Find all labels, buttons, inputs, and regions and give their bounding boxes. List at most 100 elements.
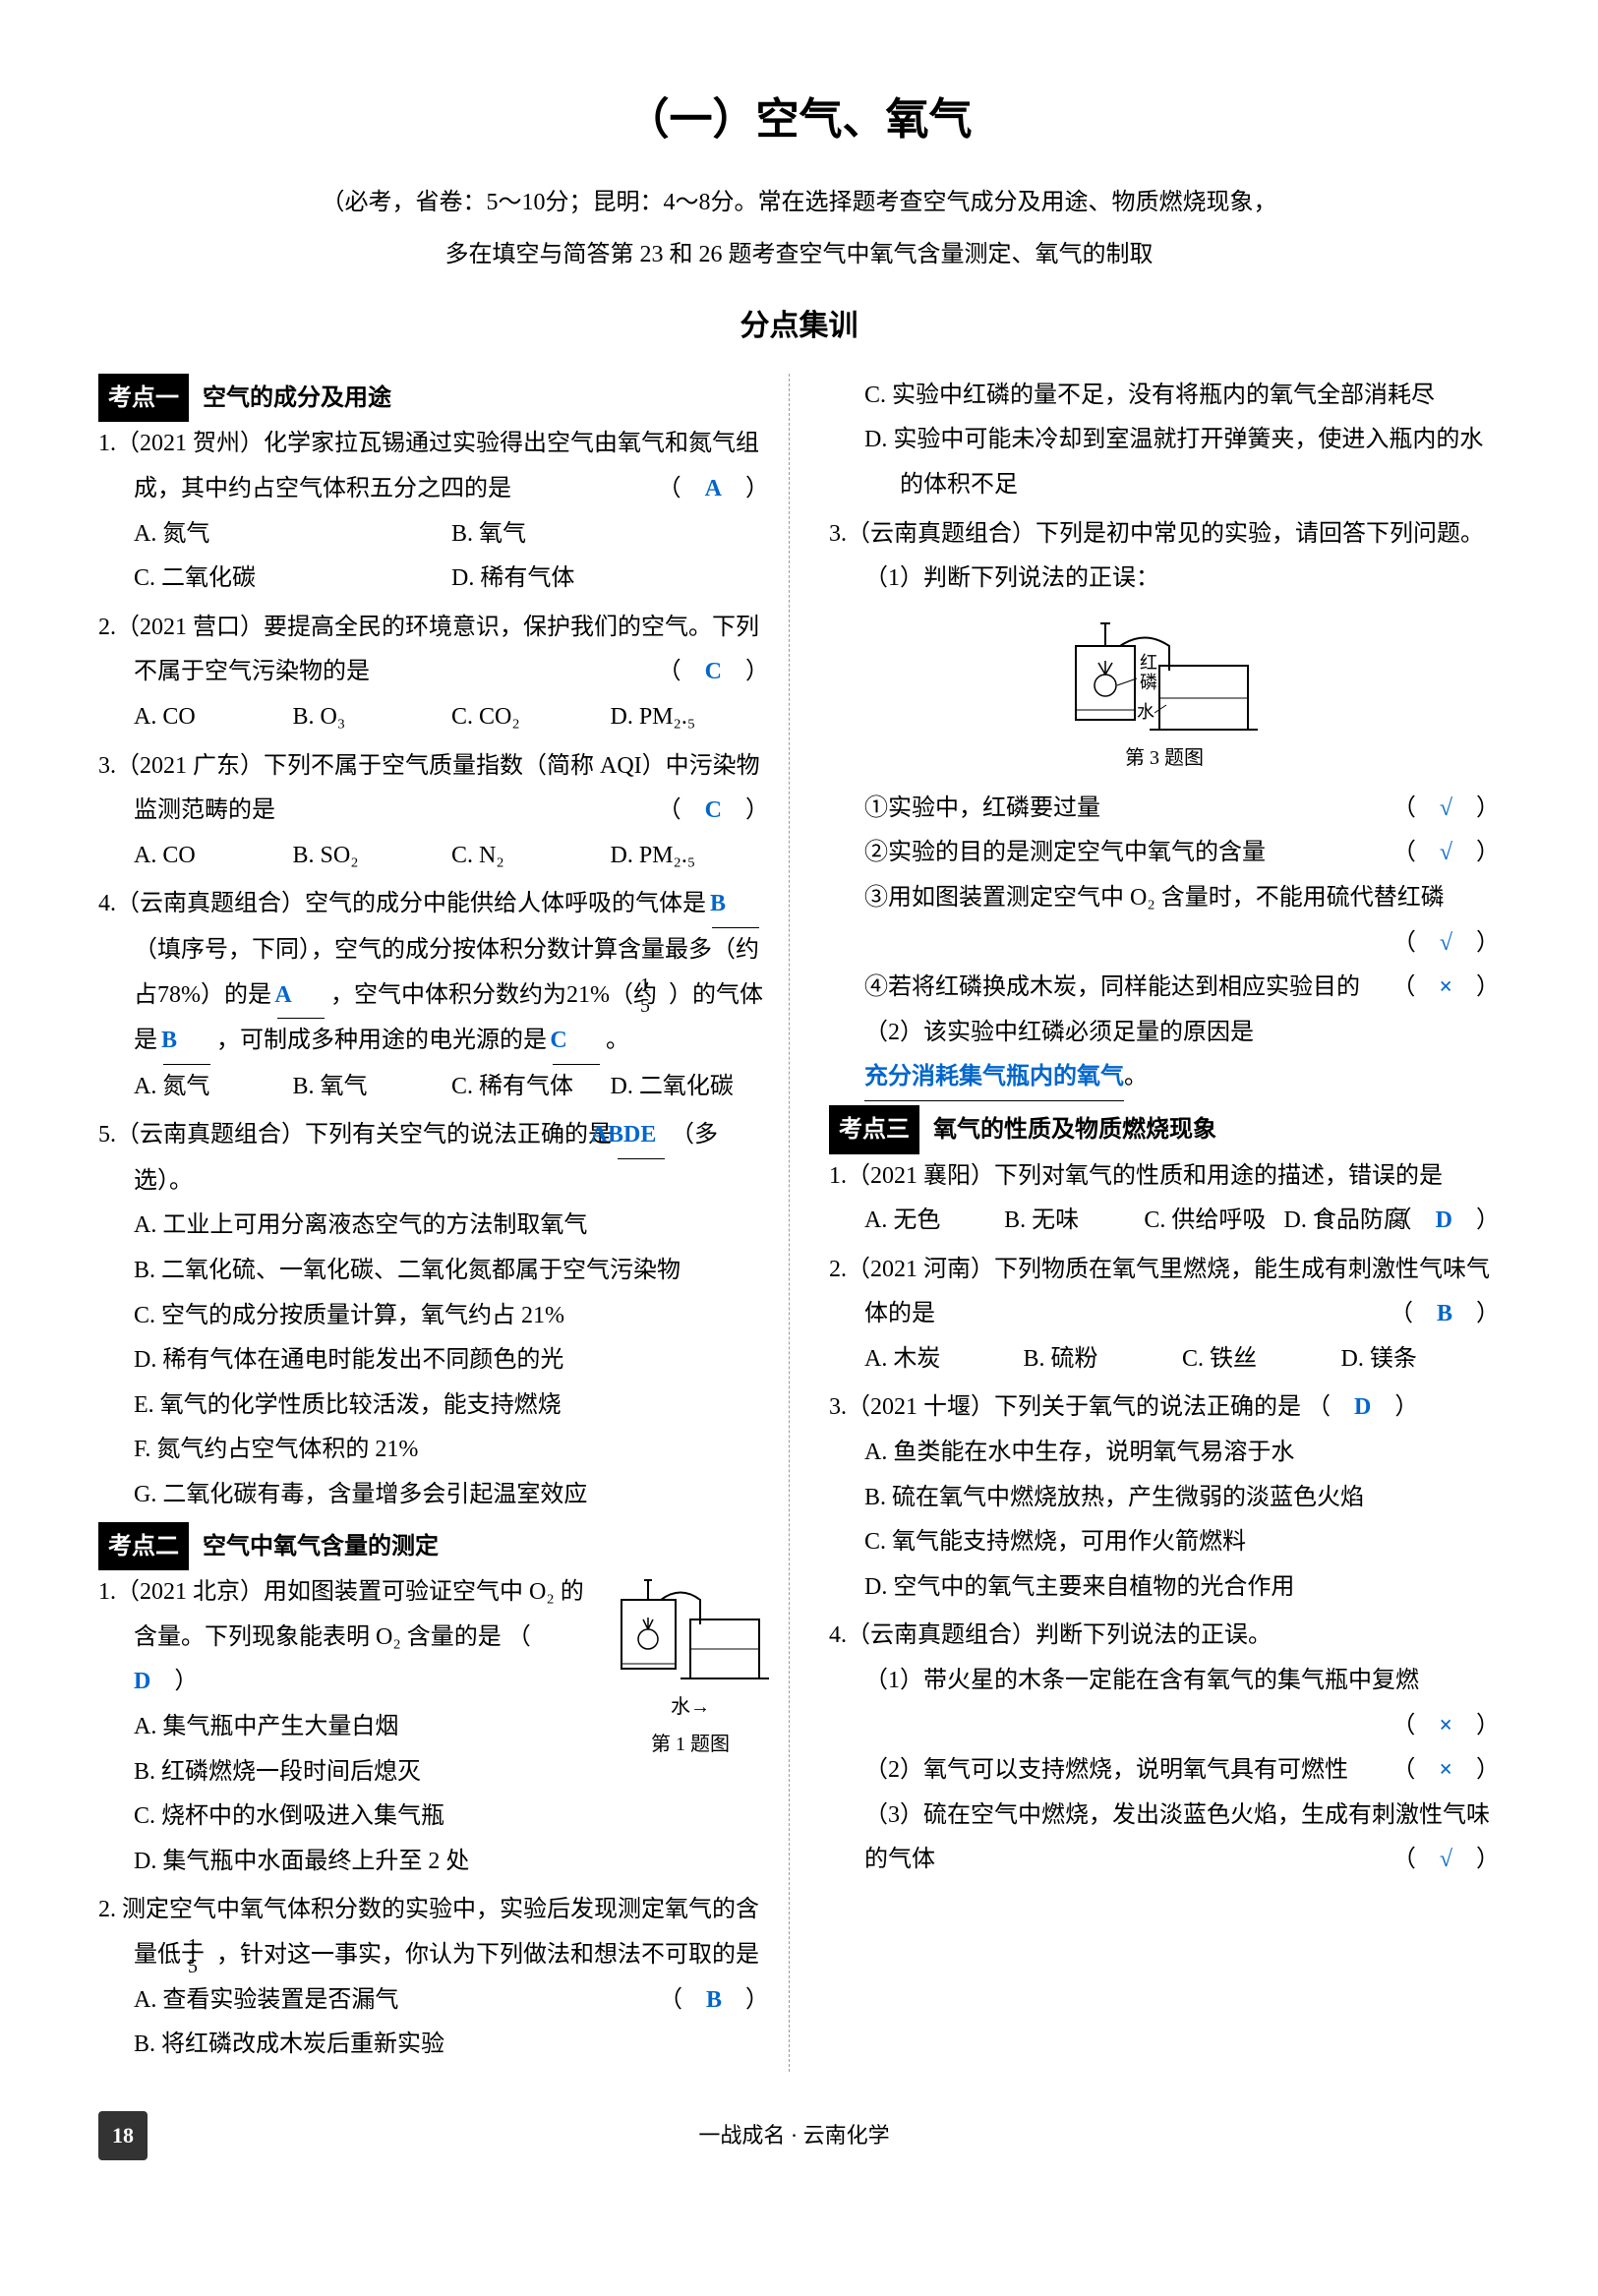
- q1-text: 1.（2021 贺州）化学家拉瓦锡通过实验得出空气由氧气和氮气组成，其中约占空气…: [98, 422, 769, 511]
- k2q2-optB: B. 将红磷改成木炭后重新实验: [134, 2023, 694, 2068]
- q2-optC: C. CO₂: [451, 695, 611, 740]
- q3-optB: B. SO₂: [293, 834, 452, 879]
- k3q2-answer: B: [1437, 1301, 1452, 1326]
- kaodian-3-label: 考点三: [829, 1105, 919, 1154]
- k3q2-text: 2.（2021 河南）下列物质在氧气里燃烧，能生成有刺激性气味气体的是 （ B …: [829, 1248, 1500, 1337]
- q1-optD: D. 稀有气体: [451, 557, 769, 602]
- k3q4-ans1: ×: [1439, 1713, 1452, 1738]
- k2q3-ans2: √: [1440, 840, 1452, 865]
- k2q2-cont-options: C. 实验中红磷的量不足，没有将瓶内的氧气全部消耗尽 D. 实验中可能未冷却到室…: [829, 374, 1500, 508]
- k3q2-options: A. 木炭 B. 硫粉 C. 铁丝 D. 镁条: [829, 1337, 1500, 1383]
- k3q1-optC: C. 供给呼吸: [1144, 1199, 1283, 1244]
- k2q2-optC: C. 实验中红磷的量不足，没有将瓶内的氧气全部消耗尽: [864, 374, 1500, 419]
- k3q3: 3.（2021 十堰）下列关于氧气的说法正确的是 （ D ） A. 鱼类能在水中…: [829, 1385, 1500, 1610]
- k2q3-item1-text: ①实验中，红磷要过量: [864, 795, 1100, 821]
- right-column: C. 实验中红磷的量不足，没有将瓶内的氧气全部消耗尽 D. 实验中可能未冷却到室…: [829, 374, 1500, 2072]
- k2q2: 2. 测定空气中氧气体积分数的实验中，实验后发现测定氧气的含量低于 1 5 ，针…: [98, 1888, 769, 2067]
- q4-optD: D. 二氧化碳: [611, 1065, 770, 1110]
- k3q4-item2-text: （2）氧气可以支持燃烧，说明氧气具有可燃性: [864, 1757, 1348, 1783]
- q5-options: A. 工业上可用分离液态空气的方法制取氧气 B. 二氧化硫、一氧化碳、二氧化氮都…: [98, 1204, 769, 1517]
- k3q3-optB: B. 硫在氧气中燃烧放热，产生微弱的淡蓝色火焰: [864, 1476, 1500, 1521]
- k3q4-item3: （3）硫在空气中燃烧，发出淡蓝色火焰，生成有刺激性气味的气体 （ √ ）: [829, 1794, 1500, 1883]
- q1-optC: C. 二氧化碳: [134, 557, 451, 602]
- k2q3-item1: ①实验中，红磷要过量 （ √ ）: [829, 787, 1500, 832]
- k3q2-optB: B. 硫粉: [1024, 1337, 1183, 1383]
- q1-options: A. 氮气 B. 氧气 C. 二氧化碳 D. 稀有气体: [98, 512, 769, 602]
- k2q3-item4-paren: （ × ）: [1391, 966, 1500, 1011]
- q1-optA: A. 氮气: [134, 512, 451, 558]
- k3q3-paren: （ D ）: [1307, 1394, 1418, 1420]
- q4-optA: A. 氮气: [134, 1065, 293, 1110]
- q4-blank1: B: [712, 882, 759, 928]
- k2q3-text: 3.（云南真题组合）下列是初中常见的实验，请回答下列问题。: [829, 512, 1500, 558]
- k2q3-item2-text: ②实验的目的是测定空气中氧气的含量: [864, 840, 1266, 865]
- q3-paren: （ C ）: [693, 789, 769, 834]
- k2q3-item3-paren: （ √ ）: [1392, 921, 1500, 967]
- kaodian-2-title: 空气中氧气含量的测定: [203, 1533, 439, 1560]
- page-number: 18: [98, 2111, 148, 2160]
- fig-water-label: 水: [1137, 702, 1154, 722]
- svg-text:磷: 磷: [1140, 673, 1157, 692]
- q1-optB: B. 氧气: [451, 512, 769, 558]
- q2-optD: D. PM₂.₅: [611, 695, 770, 740]
- fig-red-label: 红: [1140, 653, 1157, 673]
- q4-optC: C. 稀有气体: [451, 1065, 611, 1110]
- k2q2-text: 2. 测定空气中氧气体积分数的实验中，实验后发现测定氧气的含量低于 1 5 ，针…: [98, 1888, 769, 1977]
- q5-answer: ABDE: [618, 1113, 665, 1159]
- k3q1: 1.（2021 襄阳）下列对氧气的性质和用途的描述，错误的是 （ D ） A. …: [829, 1154, 1500, 1244]
- q2-text: 2.（2021 营口）要提高全民的环境意识，保护我们的空气。下列不属于空气污染物…: [98, 606, 769, 695]
- k2q1-water-label: 水: [671, 1696, 690, 1718]
- q4-blank2: A: [277, 973, 325, 1020]
- k3q2-optC: C. 铁丝: [1182, 1337, 1341, 1383]
- q4-t3: ，空气中体积分数约为21%（约: [330, 982, 657, 1008]
- apparatus-icon: 红 磷 水: [1056, 612, 1272, 739]
- k3q4-item1-paren: （ × ）: [1391, 1704, 1500, 1749]
- k2q1-figure: 水→ 第 1 题图: [612, 1570, 769, 1763]
- k2q1-optC: C. 烧杯中的水倒吸进入集气瓶: [134, 1795, 602, 1840]
- k3q4-item2: （2）氧气可以支持燃烧，说明氧气具有可燃性 （ × ）: [829, 1748, 1500, 1794]
- k2q3-sub2: （2）该实验中红磷必须足量的原因是 充分消耗集气瓶内的氧气。: [829, 1011, 1500, 1101]
- k2q3-figure: 红 磷 水 第 3 题图: [829, 612, 1500, 777]
- page-footer: 18 一战成名 · 云南化学: [98, 2111, 1500, 2160]
- q3: 3.（2021 广东）下列不属于空气质量指数（简称 AQI）中污染物监测范畴的是…: [98, 744, 769, 879]
- subtitle-line1: （必考，省卷：5～10分；昆明：4～8分。常在选择题考查空气成分及用途、物质燃烧…: [98, 181, 1500, 226]
- k2q2-optD: D. 实验中可能未冷却到室温就打开弹簧夹，使进入瓶内的水的体积不足: [864, 418, 1500, 507]
- k3q1-optD: D. 食品防腐: [1284, 1199, 1424, 1244]
- q5-optC: C. 空气的成分按质量计算，氧气约占 21%: [134, 1294, 769, 1339]
- k3q2: 2.（2021 河南）下列物质在氧气里燃烧，能生成有刺激性气味气体的是 （ B …: [829, 1248, 1500, 1383]
- k3q3-answer: D: [1354, 1394, 1371, 1420]
- k3q4-ans2: ×: [1439, 1757, 1452, 1783]
- k2q3-ans1: √: [1440, 795, 1452, 821]
- k3q3-optD: D. 空气中的氧气主要来自植物的光合作用: [864, 1565, 1500, 1611]
- q3-options: A. CO B. SO₂ C. N₂ D. PM₂.₅: [98, 834, 769, 879]
- page-title: （一）空气、氧气: [98, 79, 1500, 161]
- k2q1-optA: A. 集气瓶中产生大量白烟: [134, 1705, 602, 1750]
- k3q3-text: 3.（2021 十堰）下列关于氧气的说法正确的是 （ D ）: [829, 1385, 1500, 1431]
- footer-text: 一战成名 · 云南化学: [148, 2115, 1441, 2156]
- q4-t6: 。: [606, 1028, 629, 1053]
- q5-optD: D. 稀有气体在通电时能发出不同颜色的光: [134, 1338, 769, 1383]
- k2q3-item4-text: ④若将红磷换成木炭，同样能达到相应实验目的: [864, 974, 1360, 1000]
- k2q3-item1-paren: （ √ ）: [1392, 787, 1500, 832]
- kaodian-3-header: 考点三 氧气的性质及物质燃烧现象: [829, 1105, 1500, 1154]
- k2q3-item3: ③用如图装置测定空气中 O₂ 含量时，不能用硫代替红磷 （ √ ）: [829, 876, 1500, 966]
- k3q2-optA: A. 木炭: [864, 1337, 1024, 1383]
- q2-paren: （ C ）: [693, 650, 769, 695]
- q4-t5: ，可制成多种用途的电光源的是: [216, 1028, 547, 1053]
- k2q2-cont: C. 实验中红磷的量不足，没有将瓶内的氧气全部消耗尽 D. 实验中可能未冷却到室…: [829, 374, 1500, 508]
- q2-options: A. CO B. O₃ C. CO₂ D. PM₂.₅: [98, 695, 769, 740]
- k3q3-optA: A. 鱼类能在水中生存，说明氧气易溶于水: [864, 1431, 1500, 1476]
- q4-options: A. 氮气 B. 氧气 C. 稀有气体 D. 二氧化碳: [98, 1065, 769, 1110]
- k2q3-sub2-ans: 充分消耗集气瓶内的氧气: [864, 1055, 1124, 1101]
- k3q3-options: A. 鱼类能在水中生存，说明氧气易溶于水 B. 硫在氧气中燃烧放热，产生微弱的淡…: [829, 1431, 1500, 1610]
- q2-optA: A. CO: [134, 695, 293, 740]
- k2q1-options: A. 集气瓶中产生大量白烟 B. 红磷燃烧一段时间后熄灭 C. 烧杯中的水倒吸进…: [98, 1705, 602, 1884]
- q4-text: 4.（云南真题组合）空气的成分中能供给人体呼吸的气体是 B （填序号，下同），空…: [98, 882, 769, 1064]
- k2q2-paren: （ B ）: [694, 1978, 769, 2024]
- q3-optD: D. PM₂.₅: [611, 834, 770, 879]
- left-column: 考点一 空气的成分及用途 1.（2021 贺州）化学家拉瓦锡通过实验得出空气由氧…: [98, 374, 790, 2072]
- k3q1-optB: B. 无味: [1004, 1199, 1144, 1244]
- q2: 2.（2021 营口）要提高全民的环境意识，保护我们的空气。下列不属于空气污染物…: [98, 606, 769, 740]
- kaodian-3-title: 氧气的性质及物质燃烧现象: [933, 1116, 1216, 1143]
- k2q3-sub1: （1）判断下列说法的正误：: [829, 557, 1500, 602]
